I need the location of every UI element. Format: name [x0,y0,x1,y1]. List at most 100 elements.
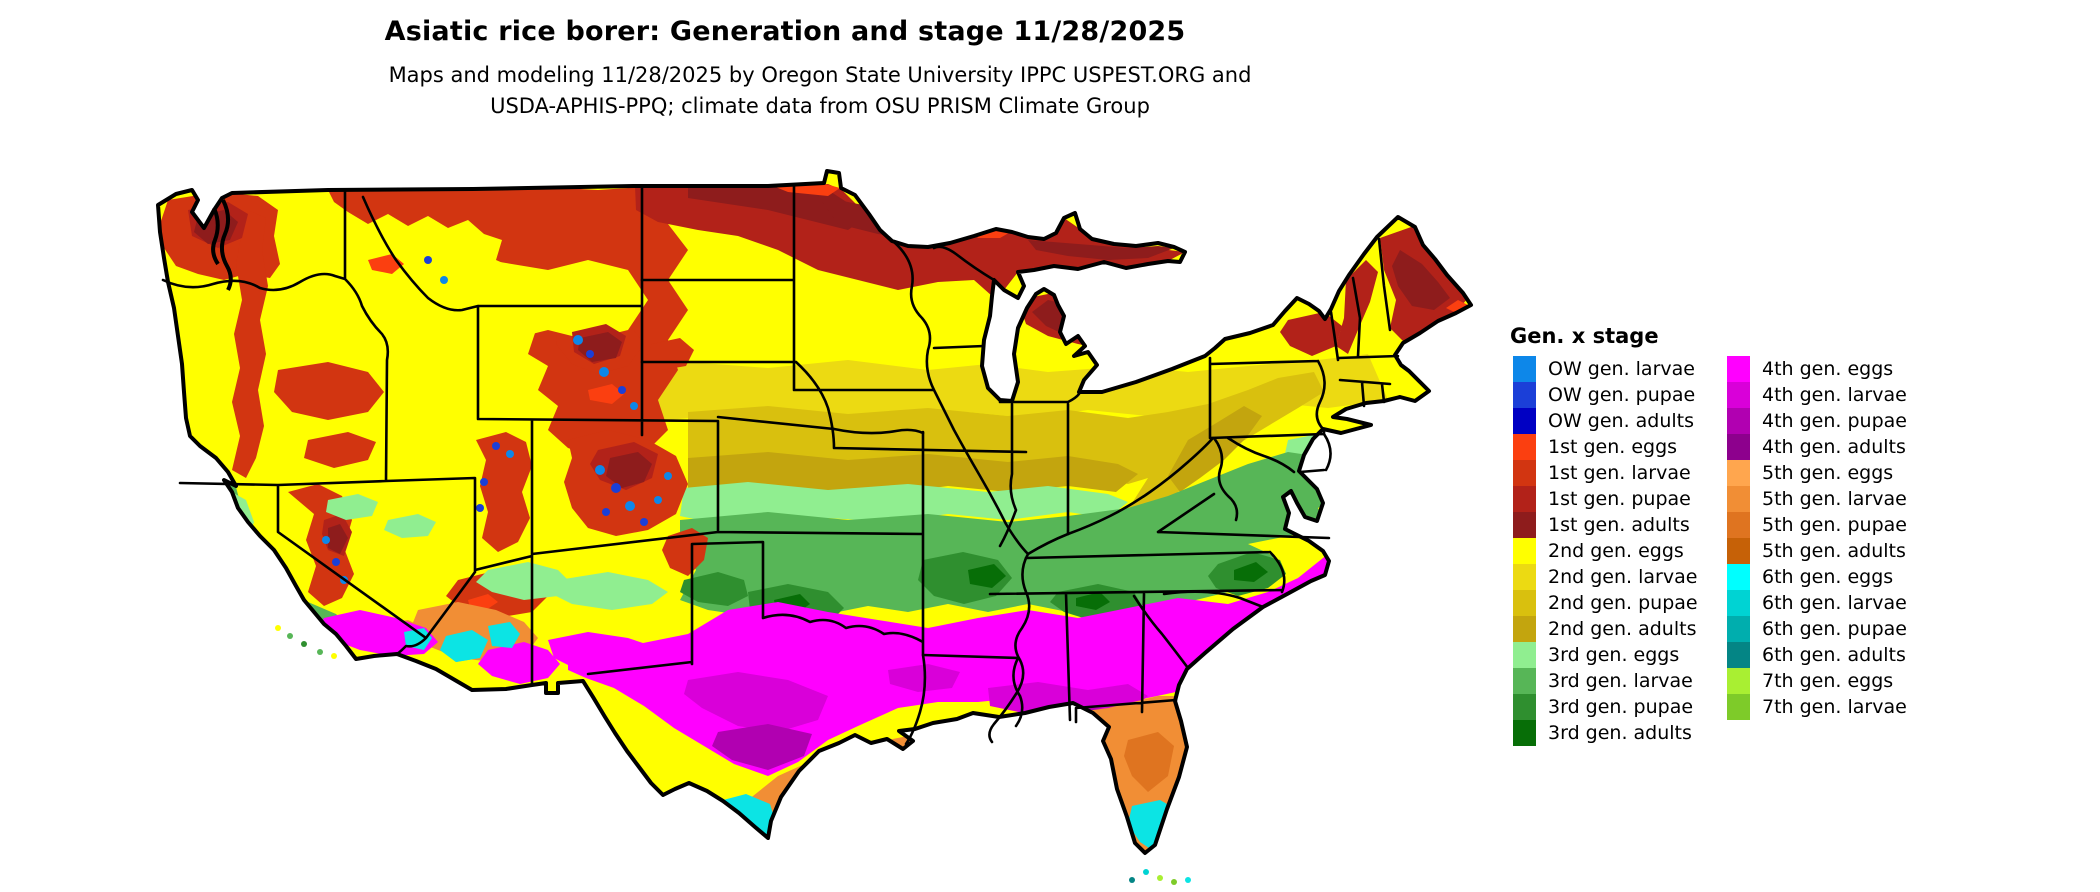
legend-entry-label: 4th gen. larvae [1762,384,1907,406]
legend-swatch [1727,408,1750,434]
legend-entry: 4th gen. pupae [1727,408,1907,434]
legend-entry-label: OW gen. adults [1548,410,1695,432]
legend-swatch [1727,564,1750,590]
legend-title: Gen. x stage [1510,324,1659,348]
legend-entry-label: 7th gen. eggs [1762,670,1894,692]
legend-entry-label: OW gen. larvae [1548,358,1695,380]
legend-entry-label: 6th gen. pupae [1762,618,1907,640]
legend-entry-label: 4th gen. pupae [1762,410,1907,432]
legend-swatch [1513,616,1536,642]
subtitle-line-2: USDA-APHIS-PPQ; climate data from OSU PR… [490,94,1150,118]
legend-entry-label: 3rd gen. adults [1548,722,1692,744]
legend-swatch [1513,434,1536,460]
legend-swatch [1727,356,1750,382]
subtitle-line-1: Maps and modeling 11/28/2025 by Oregon S… [388,63,1252,87]
state-borders-east [988,237,1400,724]
legend-swatch [1727,642,1750,668]
legend-entry-label: 2nd gen. adults [1548,618,1697,640]
florida-keys-specks [1129,869,1191,885]
legend-entry: 4th gen. adults [1727,434,1907,460]
legend-swatch [1513,564,1536,590]
legend-entry-label: OW gen. pupae [1548,384,1696,406]
legend-entry-label: 3rd gen. pupae [1548,696,1694,718]
legend-entry-label: 1st gen. adults [1548,514,1690,536]
legend-entry-label: 5th gen. adults [1762,540,1906,562]
legend-swatch [1727,512,1750,538]
legend-entry: 3rd gen. adults [1513,720,1698,746]
legend-entry: 2nd gen. pupae [1513,590,1698,616]
us-outline [156,169,1473,855]
legend-swatch [1513,720,1536,746]
us-map-container [128,140,1492,888]
legend-entry: 2nd gen. eggs [1513,538,1698,564]
legend-entry: 3rd gen. eggs [1513,642,1698,668]
legend-column-2: 4th gen. eggs 4th gen. larvae 4th gen. pup… [1727,356,1907,720]
legend-swatch [1727,616,1750,642]
legend-entry-label: 7th gen. larvae [1762,696,1907,718]
legend-swatch [1513,408,1536,434]
state-borders-plains [640,184,1081,744]
legend-entry: 5th gen. adults [1727,538,1907,564]
legend-swatch [1727,538,1750,564]
legend-swatch [1513,486,1536,512]
legend-entry: 1st gen. eggs [1513,434,1698,460]
legend-entry: 6th gen. pupae [1727,616,1907,642]
legend-entry: 1st gen. larvae [1513,460,1698,486]
legend-swatch [1513,694,1536,720]
legend-entry-label: 2nd gen. larvae [1548,566,1698,588]
legend-entry-label: 5th gen. eggs [1762,462,1894,484]
legend-entry-label: 5th gen. pupae [1762,514,1907,536]
legend-swatch [1727,382,1750,408]
legend-entry: 6th gen. eggs [1727,564,1907,590]
legend-entry-label: 6th gen. adults [1762,644,1906,666]
legend-entry: 3rd gen. pupae [1513,694,1698,720]
legend-swatch [1513,356,1536,382]
legend-entry-label: 5th gen. larvae [1762,488,1907,510]
legend-swatch [1727,434,1750,460]
legend-entry: 2nd gen. larvae [1513,564,1698,590]
legend-entry: 1st gen. pupae [1513,486,1698,512]
legend-entry: 7th gen. larvae [1727,694,1907,720]
legend-swatch [1513,512,1536,538]
map-region-2nd-gen-adults-band [688,406,1262,496]
legend-entry: 5th gen. pupae [1727,512,1907,538]
legend-entry: 5th gen. eggs [1727,460,1907,486]
map-region-ow-gen-specks [322,256,672,584]
legend-entry-label: 1st gen. larvae [1548,462,1691,484]
legend-entry: OW gen. pupae [1513,382,1698,408]
legend-swatch [1513,668,1536,694]
legend-swatch [1727,590,1750,616]
legend-entry-label: 6th gen. eggs [1762,566,1894,588]
legend-column-1: OW gen. larvae OW gen. pupae OW gen. adult… [1513,356,1698,746]
legend-swatch [1513,382,1536,408]
puget-sound-lines [211,199,233,291]
map-yellow-holes-west [338,220,648,340]
legend-swatch [1513,590,1536,616]
channel-islands-specks [275,625,337,659]
legend-entry-label: 3rd gen. larvae [1548,670,1693,692]
legend-entry: 6th gen. adults [1727,642,1907,668]
legend-swatch [1727,486,1750,512]
legend-swatch [1513,538,1536,564]
legend-swatch [1513,460,1536,486]
legend-entry-label: 1st gen. pupae [1548,488,1691,510]
legend-entry: OW gen. adults [1513,408,1698,434]
page-subtitle: Maps and modeling 11/28/2025 by Oregon S… [0,60,1640,122]
legend-entry: 6th gen. larvae [1727,590,1907,616]
legend-entry-label: 6th gen. larvae [1762,592,1907,614]
legend-entry-label: 3rd gen. eggs [1548,644,1680,666]
legend-entry-label: 2nd gen. eggs [1548,540,1684,562]
state-borders-west [161,184,927,746]
us-choropleth-map [156,169,1473,885]
legend-swatch [1513,642,1536,668]
legend-entry-label: 2nd gen. pupae [1548,592,1698,614]
legend-swatch [1727,668,1750,694]
legend-entry: 1st gen. adults [1513,512,1698,538]
legend-entry: 4th gen. eggs [1727,356,1907,382]
map-region-1st-gen-adults [194,184,1450,554]
legend-entry: 7th gen. eggs [1727,668,1907,694]
legend-entry-label: 4th gen. eggs [1762,358,1894,380]
page-title: Asiatic rice borer: Generation and stage… [384,16,1186,47]
legend-entry: OW gen. larvae [1513,356,1698,382]
